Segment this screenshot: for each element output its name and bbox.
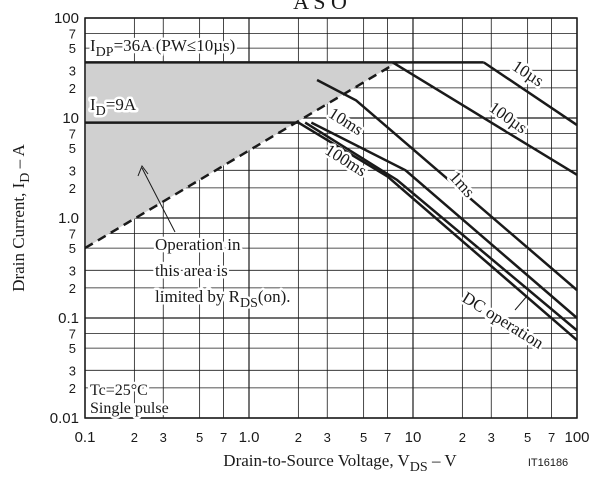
y-tick-label: 2 [69, 281, 76, 296]
series-label: 1ms [446, 167, 479, 201]
note-arrowhead [137, 164, 149, 177]
soa-line [297, 121, 578, 342]
plot-frame [84, 17, 578, 419]
y-label-sub: D [18, 173, 33, 183]
soa-line [304, 121, 578, 332]
y-tick-label: 2 [69, 81, 76, 96]
x-tick-label: 7 [548, 430, 555, 445]
y-tick-label: 2 [69, 381, 76, 396]
figure-code: IT16186 [528, 457, 568, 469]
soa-line [316, 78, 578, 292]
y-tick-label: 5 [69, 41, 76, 56]
soa-line [310, 121, 578, 319]
y-tick-label: 7 [69, 26, 76, 41]
x-label-main: Drain-to-Source Voltage, V [223, 451, 410, 470]
x-tick-label: 2 [295, 430, 302, 445]
y-tick-label: 3 [69, 163, 76, 178]
y-tick-label: 3 [69, 263, 76, 278]
condition: Single pulse [90, 400, 169, 417]
y-label-main: Drain Current, I [9, 182, 28, 291]
condition: Tc=25°C [90, 382, 148, 399]
note-line: limited by RDS(on). [155, 287, 290, 311]
y-tick-label: 7 [69, 126, 76, 141]
x-tick-label: 2 [131, 430, 138, 445]
note-line: Operation in [155, 235, 241, 254]
y-tick-label: 5 [69, 341, 76, 356]
y-tick-label: 7 [69, 326, 76, 341]
id-label-sub: D [96, 104, 106, 119]
y-tick-label: 0.1 [58, 310, 79, 327]
x-axis-label: Drain-to-Source Voltage, VDS – V [223, 451, 457, 475]
x-tick-label: 100 [564, 429, 589, 446]
y-tick-label: 2 [69, 181, 76, 196]
note-main: limited by R [155, 287, 241, 306]
x-tick-label: 3 [160, 430, 167, 445]
series-label: 100µs [486, 98, 531, 138]
x-tick-label: 5 [196, 430, 203, 445]
y-tick-label: 3 [69, 363, 76, 378]
x-label-sub: DS [410, 460, 428, 475]
x-tick-label: 3 [324, 430, 331, 445]
id-label-rest: =9A [106, 95, 137, 114]
y-tick-label: 10 [62, 110, 79, 127]
x-tick-label: 5 [360, 430, 367, 445]
note-rest: (on). [258, 287, 291, 306]
idp-label-main: I [90, 36, 96, 55]
x-tick-label: 3 [488, 430, 495, 445]
chart-title: A S O [293, 0, 347, 14]
x-tick-label: 10 [405, 429, 422, 446]
idp-label-sub: DP [96, 45, 114, 60]
note-sub: DS [240, 296, 258, 311]
idp-label-rest: =36A (PW≤10µs) [114, 36, 236, 55]
y-tick-label: 0.01 [50, 410, 79, 427]
x-tick-label: 0.1 [75, 429, 96, 446]
y-tick-label: 1.0 [58, 210, 79, 227]
note-line: this area is [155, 261, 228, 280]
x-tick-label: 2 [459, 430, 466, 445]
y-axis-label: Drain Current, ID – A [9, 144, 33, 292]
y-tick-label: 5 [69, 141, 76, 156]
y-tick-label: 3 [69, 63, 76, 78]
note-arrow [141, 167, 176, 233]
series-label: DC operation [459, 288, 548, 353]
label-pointer [514, 295, 528, 311]
x-tick-label: 7 [384, 430, 391, 445]
y-tick-label: 7 [69, 226, 76, 241]
soa-line [391, 61, 578, 176]
y-tick-label: 5 [69, 241, 76, 256]
idp-label: IDP=36A (PW≤10µs) [90, 36, 235, 60]
x-tick-label: 5 [524, 430, 531, 445]
x-tick-label: 7 [220, 430, 227, 445]
y-tick-label: 100 [54, 10, 79, 27]
id-label-main: I [90, 95, 96, 114]
lines [84, 61, 578, 342]
series-label: 100ms [322, 140, 371, 180]
x-tick-label: 1.0 [239, 429, 260, 446]
id-label: ID=9A [90, 95, 137, 119]
y-label-rest: – A [9, 144, 28, 173]
x-label-rest: – V [428, 451, 458, 470]
soa-line [483, 61, 578, 127]
